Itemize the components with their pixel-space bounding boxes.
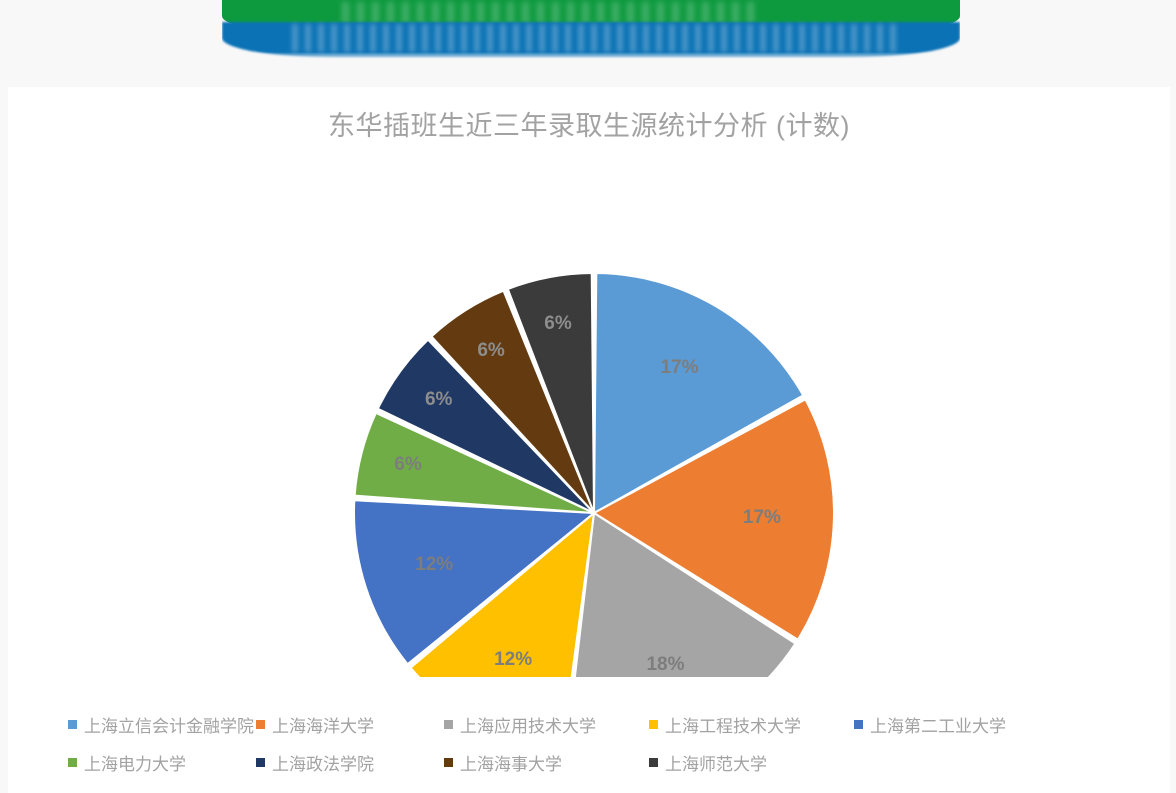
chart-legend: 上海立信会计金融学院 上海海洋大学 上海应用技术大学 上海工程技术大学 上海第二工业大学… — [68, 712, 1118, 775]
legend-color-swatch-icon — [444, 758, 453, 767]
legend-item[interactable]: 上海师范大学 — [649, 750, 767, 775]
legend-label: 上海师范大学 — [665, 755, 767, 774]
legend-row-2: 上海电力大学 上海政法学院 上海海事大学 上海师范大学 — [68, 750, 1118, 775]
legend-item[interactable]: 上海立信会计金融学院 — [68, 712, 256, 737]
legend-item[interactable]: 上海电力大学 — [68, 750, 256, 775]
legend-label: 上海立信会计金融学院 — [84, 717, 254, 736]
legend-item[interactable]: 上海第二工业大学 — [854, 712, 1006, 737]
pie-data-label: 12% — [415, 553, 454, 575]
legend-item[interactable]: 上海工程技术大学 — [649, 712, 854, 737]
banner-fade-mask — [222, 52, 960, 62]
banner-blurred-text-upper — [342, 2, 762, 24]
redacted-header-banner — [222, 0, 960, 62]
legend-label: 上海电力大学 — [84, 755, 186, 774]
pie-data-label: 18% — [646, 654, 685, 675]
pie-data-label: 12% — [494, 649, 533, 671]
legend-color-swatch-icon — [68, 720, 77, 729]
pie-slice[interactable] — [353, 499, 597, 666]
legend-item[interactable]: 上海海洋大学 — [256, 712, 444, 737]
legend-color-swatch-icon — [649, 720, 658, 729]
pie-slice[interactable] — [376, 338, 595, 514]
pie-slice[interactable] — [566, 511, 797, 677]
legend-color-swatch-icon — [256, 758, 265, 767]
chart-canvas: 东华插班生近三年录取生源统计分析 (计数) 17% 17% 18% 12% 12% 6% 6… — [8, 87, 1170, 793]
chart-title: 东华插班生近三年录取生源统计分析 (计数) — [328, 111, 850, 141]
pie-plot-area: 17% 17% 18% 12% 12% 6% 6% 6% 6% — [8, 177, 1170, 677]
legend-item[interactable]: 上海政法学院 — [256, 750, 444, 775]
pie-data-label: 17% — [660, 357, 699, 379]
pie-slice[interactable] — [409, 510, 596, 677]
pie-slice[interactable] — [506, 272, 595, 514]
legend-label: 上海政法学院 — [272, 755, 374, 774]
pie-slice[interactable] — [353, 411, 595, 514]
legend-label: 上海第二工业大学 — [870, 717, 1006, 736]
pie-chart-svg — [353, 271, 835, 677]
pie-data-label: 17% — [742, 507, 781, 529]
legend-color-swatch-icon — [256, 720, 265, 729]
pie-data-label: 6% — [544, 313, 572, 335]
legend-item[interactable]: 上海应用技术大学 — [444, 712, 649, 737]
banner-blurred-text-lower — [292, 24, 902, 52]
legend-label: 上海海事大学 — [460, 755, 562, 774]
legend-color-swatch-icon — [854, 720, 863, 729]
legend-label: 上海工程技术大学 — [665, 717, 801, 736]
legend-label: 上海海洋大学 — [272, 717, 374, 736]
legend-item[interactable]: 上海海事大学 — [444, 750, 649, 775]
pie-slice-group — [353, 271, 835, 677]
legend-color-swatch-icon — [68, 758, 77, 767]
pie-data-label: 6% — [424, 389, 453, 411]
legend-row-1: 上海立信会计金融学院 上海海洋大学 上海应用技术大学 上海工程技术大学 上海第二工业大学 — [68, 712, 1118, 737]
pie-slice[interactable] — [592, 271, 805, 515]
pie-data-label: 6% — [477, 339, 505, 361]
legend-color-swatch-icon — [444, 720, 453, 729]
legend-label: 上海应用技术大学 — [460, 717, 596, 736]
legend-color-swatch-icon — [649, 758, 658, 767]
pie-data-label: 6% — [394, 454, 422, 476]
pie-slice[interactable] — [592, 398, 835, 642]
pie-slice[interactable] — [429, 289, 595, 514]
